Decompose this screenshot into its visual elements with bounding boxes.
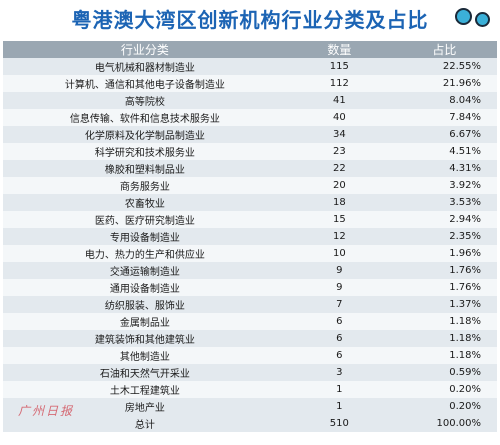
cell-share: 2.94%: [391, 211, 497, 228]
cell-count: 1: [286, 398, 392, 415]
column-header-category: 行业分类: [3, 41, 287, 58]
table-header-row: 行业分类 数量 占比: [3, 41, 497, 58]
cell-share: 1.76%: [391, 262, 497, 279]
table-row: 农畜牧业 18 3.53%: [3, 194, 497, 211]
cell-share: 0.59%: [391, 364, 497, 381]
cell-category: 计算机、通信和其他电子设备制造业: [3, 75, 287, 92]
cell-category: 化学原料及化学制品制造业: [3, 126, 287, 143]
cell-count: 34: [286, 126, 392, 143]
cell-total-label: 总计: [3, 415, 287, 432]
cell-count: 7: [286, 296, 392, 313]
table-row: 计算机、通信和其他电子设备制造业 112 21.96%: [3, 75, 497, 92]
cell-category: 电气机械和器材制造业: [3, 58, 287, 75]
industry-table: 行业分类 数量 占比 电气机械和器材制造业 115 22.55% 计算机、通信和其他电…: [3, 41, 497, 432]
table-row: 纺织服装、服饰业 7 1.37%: [3, 296, 497, 313]
cell-category: 土木工程建筑业: [3, 381, 287, 398]
table-body: 电气机械和器材制造业 115 22.55% 计算机、通信和其他电子设备制造业 112 21…: [3, 58, 497, 432]
cell-category: 医药、医疗研究制造业: [3, 211, 287, 228]
table-row: 商务服务业 20 3.92%: [3, 177, 497, 194]
cell-category: 橡胶和塑料制品业: [3, 160, 287, 177]
cell-count: 1: [286, 381, 392, 398]
cell-share: 3.92%: [391, 177, 497, 194]
cell-count: 6: [286, 330, 392, 347]
cell-count: 6: [286, 313, 392, 330]
cell-category: 商务服务业: [3, 177, 287, 194]
cell-count: 15: [286, 211, 392, 228]
cell-category: 通用设备制造业: [3, 279, 287, 296]
table-row: 其他制造业 6 1.18%: [3, 347, 497, 364]
chart-title: 粤港澳大湾区创新机构行业分类及占比: [71, 8, 429, 32]
cell-total-count: 510: [286, 415, 392, 432]
cell-share: 3.53%: [391, 194, 497, 211]
cell-category: 农畜牧业: [3, 194, 287, 211]
table-row: 科学研究和技术服务业 23 4.51%: [3, 143, 497, 160]
cell-total-share: 100.00%: [391, 415, 497, 432]
table-row: 电气机械和器材制造业 115 22.55%: [3, 58, 497, 75]
cell-count: 10: [286, 245, 392, 262]
table-row: 金属制品业 6 1.18%: [3, 313, 497, 330]
table-row: 医药、医疗研究制造业 15 2.94%: [3, 211, 497, 228]
cell-share: 2.35%: [391, 228, 497, 245]
cell-count: 18: [286, 194, 392, 211]
table-row: 土木工程建筑业 1 0.20%: [3, 381, 497, 398]
cell-share: 1.18%: [391, 347, 497, 364]
cell-count: 3: [286, 364, 392, 381]
table-row: 化学原料及化学制品制造业 34 6.67%: [3, 126, 497, 143]
table-row: 房地产业 1 0.20%: [3, 398, 497, 415]
cell-share: 6.67%: [391, 126, 497, 143]
cell-category: 交通运输制造业: [3, 262, 287, 279]
table-row: 石油和天然气开采业 3 0.59%: [3, 364, 497, 381]
table-row: 信息传输、软件和信息技术服务业 40 7.84%: [3, 109, 497, 126]
cell-share: 1.96%: [391, 245, 497, 262]
table-row: 橡胶和塑料制品业 22 4.31%: [3, 160, 497, 177]
cell-count: 23: [286, 143, 392, 160]
cell-count: 41: [286, 92, 392, 109]
cell-share: 4.31%: [391, 160, 497, 177]
column-header-share: 占比: [391, 41, 497, 58]
decor-circle-icon: [475, 12, 490, 27]
decor-circle-icon: [455, 8, 472, 25]
cell-count: 112: [286, 75, 392, 92]
cell-category: 纺织服装、服饰业: [3, 296, 287, 313]
cell-count: 9: [286, 279, 392, 296]
cell-count: 6: [286, 347, 392, 364]
cell-share: 1.18%: [391, 330, 497, 347]
cell-category: 房地产业: [3, 398, 287, 415]
cell-share: 0.20%: [391, 381, 497, 398]
cell-count: 9: [286, 262, 392, 279]
watermark-logo: 广州日报: [18, 404, 75, 418]
cell-share: 1.76%: [391, 279, 497, 296]
cell-count: 40: [286, 109, 392, 126]
table-row: 建筑装饰和其他建筑业 6 1.18%: [3, 330, 497, 347]
table-total-row: 总计 510 100.00%: [3, 415, 497, 432]
cell-count: 22: [286, 160, 392, 177]
cell-category: 其他制造业: [3, 347, 287, 364]
cell-category: 信息传输、软件和信息技术服务业: [3, 109, 287, 126]
table-row: 专用设备制造业 12 2.35%: [3, 228, 497, 245]
cell-share: 0.20%: [391, 398, 497, 415]
cell-category: 专用设备制造业: [3, 228, 287, 245]
cell-count: 115: [286, 58, 392, 75]
cell-category: 金属制品业: [3, 313, 287, 330]
cell-share: 7.84%: [391, 109, 497, 126]
cell-share: 22.55%: [391, 58, 497, 75]
cell-category: 高等院校: [3, 92, 287, 109]
cell-share: 8.04%: [391, 92, 497, 109]
table-row: 通用设备制造业 9 1.76%: [3, 279, 497, 296]
cell-share: 21.96%: [391, 75, 497, 92]
column-header-count: 数量: [286, 41, 392, 58]
cell-count: 20: [286, 177, 392, 194]
cell-category: 科学研究和技术服务业: [3, 143, 287, 160]
cell-share: 4.51%: [391, 143, 497, 160]
table-row: 电力、热力的生产和供应业 10 1.96%: [3, 245, 497, 262]
cell-share: 1.18%: [391, 313, 497, 330]
cell-share: 1.37%: [391, 296, 497, 313]
table-row: 交通运输制造业 9 1.76%: [3, 262, 497, 279]
cell-category: 电力、热力的生产和供应业: [3, 245, 287, 262]
cell-category: 石油和天然气开采业: [3, 364, 287, 381]
cell-category: 建筑装饰和其他建筑业: [3, 330, 287, 347]
cell-count: 12: [286, 228, 392, 245]
table-row: 高等院校 41 8.04%: [3, 92, 497, 109]
